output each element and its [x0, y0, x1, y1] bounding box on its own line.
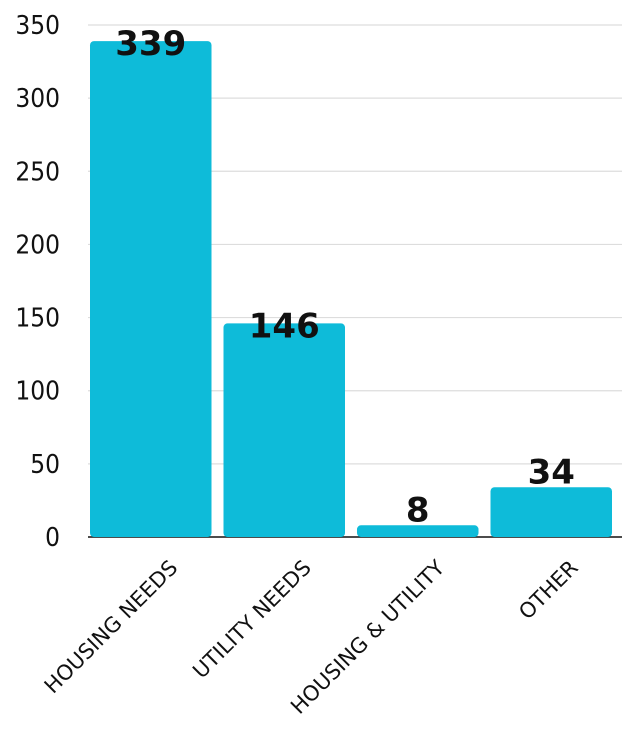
y-tick-label-50: 50 [30, 450, 60, 480]
y-tick-label-250: 250 [15, 157, 60, 187]
bar-1 [223, 323, 345, 537]
category-label-3: OTHER [514, 556, 583, 625]
bar-3 [490, 487, 612, 537]
bar-value-label-1: 146 [249, 306, 320, 346]
y-tick-label-0: 0 [45, 523, 60, 553]
bar-value-label-0: 339 [115, 24, 186, 64]
bar-value-label-2: 8 [406, 490, 430, 530]
y-tick-label-150: 150 [15, 304, 60, 334]
category-label-1: UTILITY NEEDS [188, 556, 316, 684]
y-tick-label-350: 350 [15, 11, 60, 41]
category-label-0: HOUSING NEEDS [40, 556, 183, 699]
y-tick-label-200: 200 [15, 230, 60, 260]
bar-value-label-3: 34 [528, 452, 575, 492]
y-tick-label-100: 100 [15, 377, 60, 407]
bar-value-labels: 339 146 8 34 [115, 24, 575, 530]
category-label-2: HOUSING & UTILITY [286, 555, 449, 718]
y-tick-label-300: 300 [15, 84, 60, 114]
y-axis-tick-labels: 0 50 100 150 200 250 300 350 [15, 11, 60, 553]
bars [90, 41, 612, 537]
bar-0 [90, 41, 212, 537]
bar-2 [357, 525, 479, 537]
